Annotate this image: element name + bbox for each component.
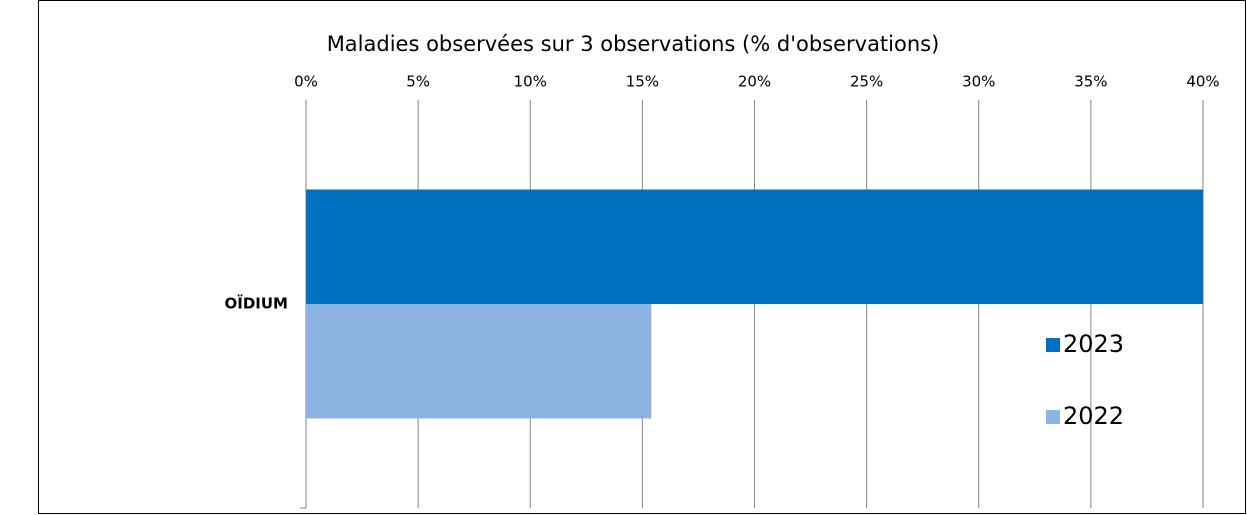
bar: [306, 304, 652, 419]
legend-label: 2023: [1063, 330, 1124, 358]
chart-title: Maladies observées sur 3 observations (%…: [327, 32, 940, 56]
legend-label: 2022: [1063, 402, 1124, 430]
x-tick-label: 5%: [406, 73, 430, 91]
legend-swatch: [1046, 410, 1060, 424]
x-tick-label: 30%: [962, 73, 995, 91]
x-tick-label: 15%: [626, 73, 659, 91]
y-tick-label: OÏDIUM: [225, 294, 288, 313]
x-tick-label: 0%: [294, 73, 318, 91]
x-tick-label: 25%: [850, 73, 883, 91]
x-tick-label: 10%: [514, 73, 547, 91]
legend-swatch: [1046, 338, 1060, 352]
x-tick-label: 35%: [1074, 73, 1107, 91]
x-tick-label: 40%: [1186, 73, 1219, 91]
x-tick-label: 20%: [738, 73, 771, 91]
bar: [306, 189, 1203, 304]
